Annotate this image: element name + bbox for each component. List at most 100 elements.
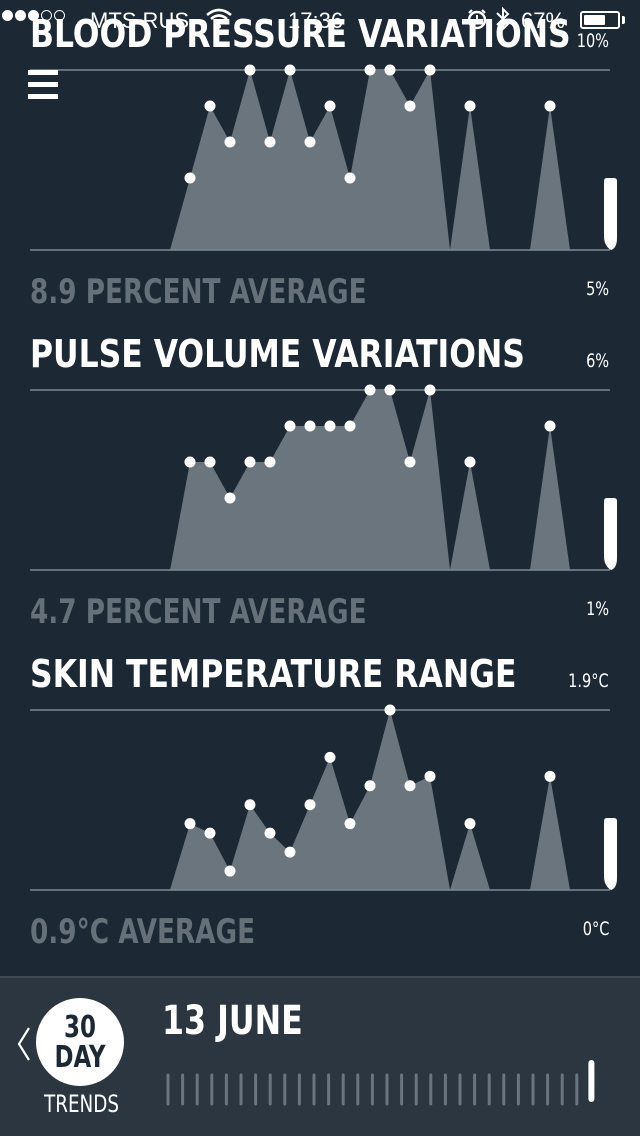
selected-date: 13 JUNE (162, 998, 303, 1044)
wifi-icon (205, 7, 233, 35)
trend-area (530, 776, 570, 890)
signal-dot (2, 10, 13, 21)
trend-area (450, 106, 490, 250)
hamburger-menu-icon[interactable] (28, 70, 58, 102)
data-point (344, 172, 356, 184)
y-max-label: 10% (576, 30, 609, 52)
current-level-marker (604, 818, 617, 890)
carrier-name: MTS RUS (90, 8, 189, 33)
trend-period-button[interactable]: 30 DAY (36, 998, 124, 1086)
data-point (364, 780, 376, 792)
data-point (324, 420, 336, 432)
data-point (464, 100, 476, 112)
trend-period-number: 30 (64, 1010, 96, 1045)
data-point (304, 799, 316, 811)
signal-dot (15, 10, 26, 21)
alarm-icon (466, 8, 488, 36)
data-point (224, 865, 236, 877)
data-point (284, 64, 296, 76)
average-label: 8.9 PERCENT AVERAGE (30, 272, 367, 312)
y-max-label: 6% (585, 350, 609, 372)
data-point (364, 64, 376, 76)
trend-area (170, 390, 450, 570)
data-point (304, 420, 316, 432)
data-point (244, 64, 256, 76)
blood-pressure-chart (30, 64, 617, 251)
data-point (244, 799, 256, 811)
data-point (404, 456, 416, 468)
data-point (404, 100, 416, 112)
trend-period-unit: DAY (54, 1040, 106, 1075)
status-bar: MTS RUS 17:36 67% (0, 0, 640, 40)
data-point (544, 100, 556, 112)
chevron-left-icon[interactable] (16, 1026, 32, 1071)
data-point (364, 384, 376, 396)
trends-label: TRENDS (44, 1090, 120, 1118)
data-point (224, 492, 236, 504)
data-point (324, 100, 336, 112)
signal-dot (41, 10, 52, 21)
data-point (184, 456, 196, 468)
y-min-label: 5% (585, 278, 609, 300)
battery-level-fill (584, 15, 605, 25)
data-point (204, 827, 216, 839)
skin-temperature-chart (30, 704, 617, 891)
trend-area (530, 426, 570, 570)
day-scrubber[interactable] (160, 1056, 620, 1116)
data-point (184, 172, 196, 184)
bluetooth-icon (494, 6, 512, 38)
data-point (264, 827, 276, 839)
data-point (224, 136, 236, 148)
y-min-label: 0°C (582, 918, 609, 940)
data-point (264, 136, 276, 148)
data-point (204, 100, 216, 112)
data-point (384, 64, 396, 76)
data-point (304, 136, 316, 148)
section-title: SKIN TEMPERATURE RANGE (30, 652, 517, 696)
scrubber-selected-handle (588, 1060, 595, 1102)
data-point (264, 456, 276, 468)
skin-temperature-section: SKIN TEMPERATURE RANGE 1.9°C 0°C 0.9°C A… (0, 652, 640, 976)
trend-area (170, 70, 450, 250)
average-label: 4.7 PERCENT AVERAGE (30, 592, 367, 632)
data-point (544, 420, 556, 432)
battery-tip (622, 16, 625, 24)
signal-strength-icon (2, 10, 65, 21)
data-point (204, 456, 216, 468)
data-point (344, 818, 356, 830)
pulse-volume-section: PULSE VOLUME VARIATIONS 6% 1% 4.7 PERCEN… (0, 332, 640, 656)
y-min-label: 1% (585, 598, 609, 620)
data-point (384, 704, 396, 716)
data-point (384, 384, 396, 396)
data-point (244, 456, 256, 468)
data-point (424, 384, 436, 396)
trend-area (170, 710, 450, 890)
signal-dot (28, 10, 39, 21)
current-level-marker (604, 498, 617, 570)
data-point (424, 770, 436, 782)
trend-area (450, 823, 490, 890)
data-point (324, 751, 336, 763)
section-title: PULSE VOLUME VARIATIONS (30, 332, 525, 376)
data-point (284, 420, 296, 432)
data-point (284, 846, 296, 858)
trend-area (450, 462, 490, 570)
average-label: 0.9°C AVERAGE (30, 912, 256, 952)
data-point (404, 780, 416, 792)
data-point (464, 818, 476, 830)
current-level-marker (604, 178, 617, 250)
battery-icon (580, 11, 620, 29)
battery-percent: 67% (521, 8, 566, 33)
signal-dot (54, 10, 65, 21)
trend-area (530, 106, 570, 250)
data-point (344, 420, 356, 432)
data-point (184, 818, 196, 830)
clock-time: 17:36 (288, 8, 344, 33)
y-max-label: 1.9°C (568, 670, 609, 692)
data-point (544, 770, 556, 782)
data-point (464, 456, 476, 468)
bottom-bar: 30 DAY TRENDS 13 JUNE (0, 976, 640, 1136)
pulse-volume-chart (30, 384, 617, 571)
data-point (424, 64, 436, 76)
